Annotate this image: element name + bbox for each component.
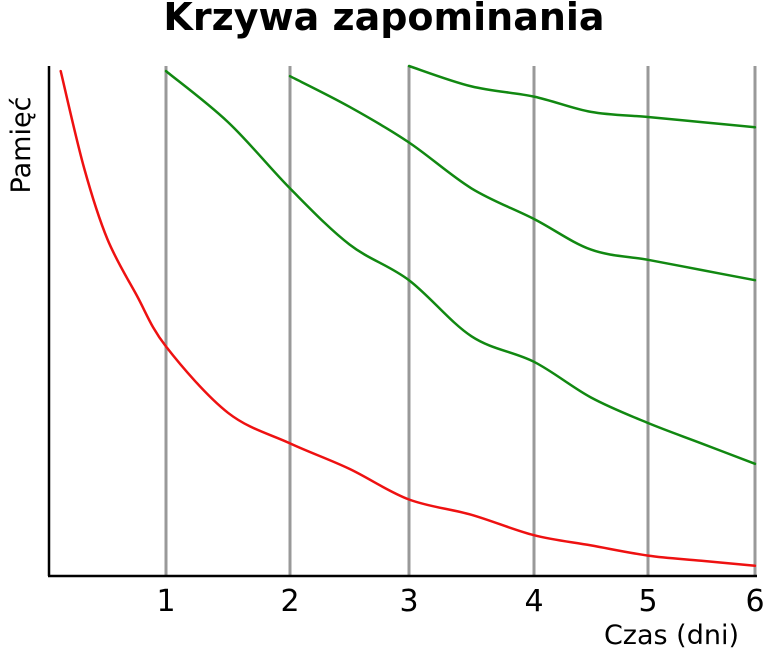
review-curve-line-1 <box>164 69 757 466</box>
review-curve-line-3 <box>407 64 757 129</box>
x-axis-label: Czas (dni) <box>604 620 739 651</box>
x-tick-label-1: 1 <box>156 584 175 619</box>
chart-title: Krzywa zapominania <box>163 0 604 39</box>
x-tick-label-4: 4 <box>524 584 543 619</box>
series-lines <box>59 64 757 568</box>
x-tick-label-5: 5 <box>638 584 657 619</box>
x-tick-label-6: 6 <box>745 584 764 619</box>
y-axis-label: Pamięć <box>6 97 37 194</box>
x-tick-label-2: 2 <box>280 584 299 619</box>
x-tick-label-3: 3 <box>399 584 418 619</box>
review-curve-line-2 <box>288 74 757 282</box>
forgetting-curve-line <box>59 69 757 568</box>
vertical-grid-lines <box>164 66 757 576</box>
x-tick-labels: 1 2 3 4 5 6 <box>156 584 764 619</box>
